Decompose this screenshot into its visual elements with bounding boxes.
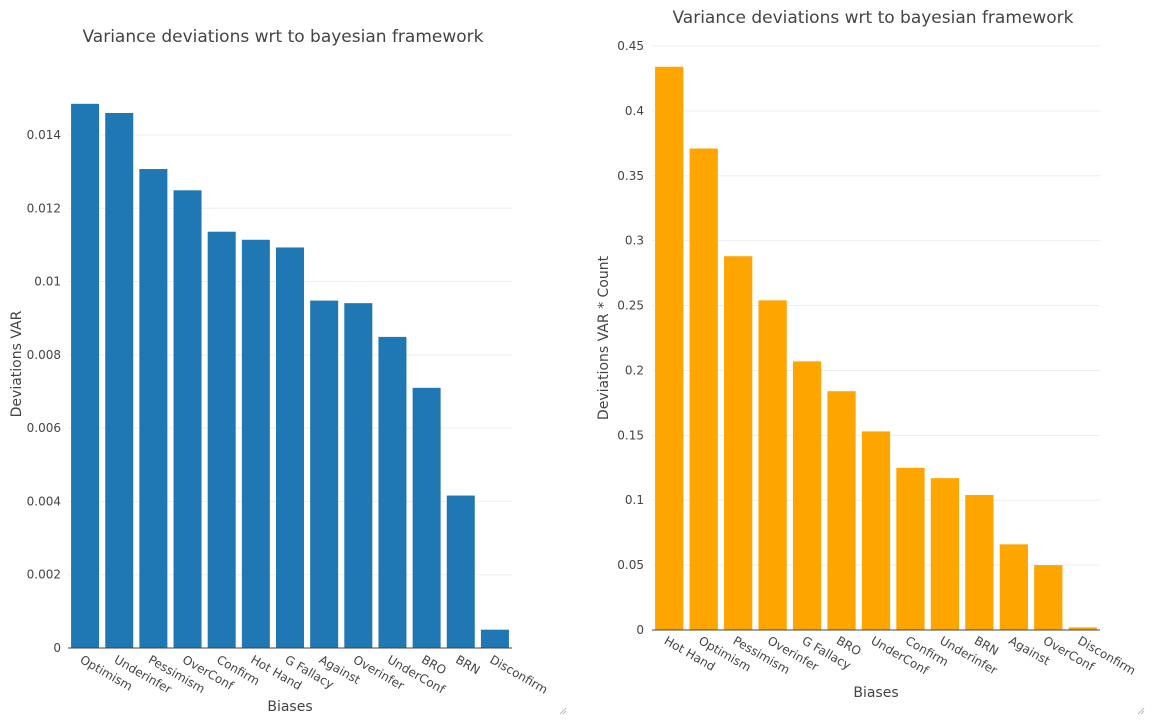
chart-title: Variance deviations wrt to bayesian fram… [82, 27, 483, 47]
bar-overinfer[interactable] [758, 300, 787, 630]
x-axis-title: Biases [267, 699, 312, 715]
y-tick-label: 0.006 [27, 421, 61, 435]
bar-brn[interactable] [965, 495, 994, 630]
y-tick-label: 0.35 [617, 169, 644, 183]
bar-pessimism[interactable] [724, 256, 753, 630]
bar-against[interactable] [310, 300, 339, 648]
bar-g-fallacy[interactable] [792, 361, 822, 630]
bar-overinfer[interactable] [344, 303, 373, 648]
x-tick-label: Disconfirm [487, 652, 550, 696]
y-tick-label: 0 [636, 623, 644, 637]
x-axis-title: Biases [853, 685, 898, 701]
bar-underinfer[interactable] [930, 478, 960, 630]
y-tick-label: 0 [53, 641, 61, 655]
y-axis-title: Deviations VAR * Count [596, 255, 612, 420]
y-tick-label: 0.1 [625, 493, 644, 507]
x-tick-label: BRN [453, 652, 482, 677]
bar-hot-hand[interactable] [241, 239, 270, 649]
bar-against[interactable] [999, 544, 1028, 630]
y-tick-label: 0.25 [617, 299, 644, 313]
bar-g-fallacy[interactable] [275, 247, 305, 648]
bar-brn[interactable] [446, 495, 475, 648]
chart-title: Variance deviations wrt to bayesian fram… [672, 8, 1073, 28]
resize-grip-icon[interactable] [559, 707, 567, 715]
bar-optimism[interactable] [71, 103, 100, 649]
bar-pessimism[interactable] [139, 169, 168, 649]
y-tick-label: 0.4 [625, 104, 644, 118]
bar-overconf[interactable] [173, 190, 202, 648]
y-tick-label: 0.002 [27, 568, 61, 582]
bar-underinfer[interactable] [105, 112, 134, 648]
y-tick-label: 0.012 [27, 201, 61, 215]
bar-disconfirm[interactable] [1068, 627, 1097, 630]
chart-right: Variance deviations wrt to bayesian fram… [596, 8, 1145, 715]
bar-optimism[interactable] [689, 148, 718, 630]
bar-disconfirm[interactable] [480, 629, 509, 648]
y-tick-label: 0.05 [617, 558, 644, 572]
y-tick-label: 0.45 [617, 39, 644, 53]
y-tick-label: 0.008 [27, 348, 61, 362]
bar-bro[interactable] [827, 391, 856, 630]
bar-bro[interactable] [412, 387, 441, 648]
chart-panel-right: Variance deviations wrt to bayesian fram… [578, 0, 1153, 719]
bar-hot-hand[interactable] [655, 66, 684, 630]
y-axis-title: Deviations VAR [9, 310, 25, 417]
bar-confirm[interactable] [207, 231, 236, 648]
bar-overconf[interactable] [1034, 565, 1063, 630]
y-tick-label: 0.3 [625, 234, 644, 248]
bar-confirm[interactable] [896, 467, 925, 630]
bar-underconf[interactable] [378, 336, 407, 648]
bar-underconf[interactable] [861, 431, 891, 630]
resize-grip-icon[interactable] [1137, 707, 1145, 715]
chart-panel-left: Variance deviations wrt to bayesian fram… [0, 0, 575, 719]
y-tick-label: 0.01 [34, 275, 61, 289]
chart-left: Variance deviations wrt to bayesian fram… [9, 27, 567, 715]
y-tick-label: 0.2 [625, 363, 644, 377]
y-tick-label: 0.15 [617, 428, 644, 442]
y-tick-label: 0.004 [27, 494, 61, 508]
y-tick-label: 0.014 [27, 128, 61, 142]
